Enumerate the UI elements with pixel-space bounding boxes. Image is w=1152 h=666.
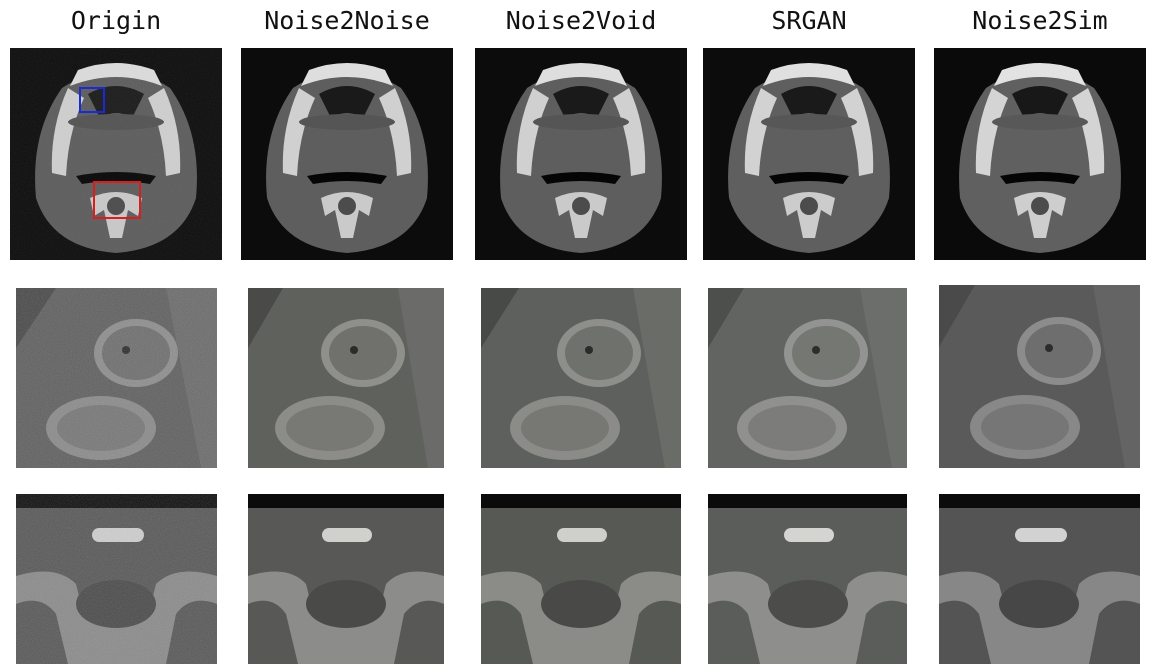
ct-slice-origin-image <box>10 48 222 260</box>
vertebra-zoom-srgan-image <box>708 494 907 664</box>
tooth-zoom-origin-image <box>16 288 217 468</box>
tooth-zoom-srgan <box>708 288 907 468</box>
vertebra-zoom-srgan <box>708 494 907 664</box>
ct-slice-noise2void <box>475 48 687 260</box>
tooth-zoom-srgan-image <box>708 288 907 468</box>
vertebra-zoom-origin <box>16 494 217 664</box>
column-title-noise2noise: Noise2Noise <box>264 6 430 35</box>
ct-slice-noise2void-image <box>475 48 687 260</box>
ct-slice-noise2noise <box>241 48 453 260</box>
tooth-zoom-noise2noise <box>248 288 444 468</box>
ct-slice-srgan <box>703 48 915 260</box>
ct-slice-origin <box>10 48 222 260</box>
tooth-zoom-noise2void <box>481 288 681 468</box>
tooth-zoom-noise2noise-image <box>248 288 444 468</box>
vertebra-roi-box <box>93 181 141 219</box>
ct-slice-noise2sim <box>934 48 1146 260</box>
vertebra-zoom-noise2sim <box>939 494 1140 664</box>
vertebra-zoom-noise2void-image <box>481 494 681 664</box>
ct-slice-noise2noise-image <box>241 48 453 260</box>
vertebra-zoom-noise2void <box>481 494 681 664</box>
column-title-srgan: SRGAN <box>771 6 847 35</box>
tooth-zoom-noise2void-image <box>481 288 681 468</box>
column-title-noise2sim: Noise2Sim <box>972 6 1108 35</box>
ct-slice-noise2sim-image <box>934 48 1146 260</box>
vertebra-zoom-origin-image <box>16 494 217 664</box>
vertebra-zoom-noise2noise <box>248 494 444 664</box>
vertebra-zoom-noise2noise-image <box>248 494 444 664</box>
tooth-roi-box <box>79 87 105 113</box>
tooth-zoom-origin <box>16 288 217 468</box>
vertebra-zoom-noise2sim-image <box>939 494 1140 664</box>
tooth-zoom-noise2sim-image <box>939 285 1140 468</box>
column-title-noise2void: Noise2Void <box>505 6 657 35</box>
column-title-origin: Origin <box>70 6 162 35</box>
ct-slice-srgan-image <box>703 48 915 260</box>
tooth-zoom-noise2sim <box>939 285 1140 468</box>
